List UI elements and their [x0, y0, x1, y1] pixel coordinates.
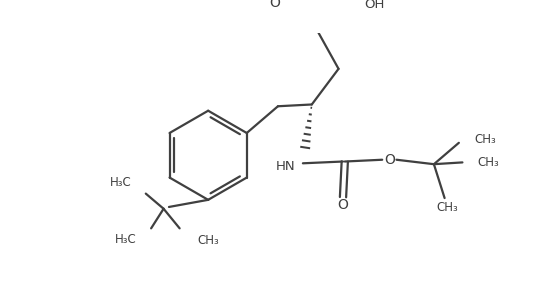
Text: CH₃: CH₃ — [477, 156, 499, 169]
Text: HN: HN — [276, 160, 296, 173]
Text: CH₃: CH₃ — [474, 133, 496, 146]
Text: CH₃: CH₃ — [436, 201, 458, 214]
Text: O: O — [384, 153, 395, 167]
Text: O: O — [338, 198, 349, 212]
Text: OH: OH — [365, 0, 385, 11]
Text: CH₃: CH₃ — [197, 234, 219, 247]
Text: H₃C: H₃C — [115, 232, 137, 246]
Text: O: O — [269, 0, 280, 10]
Text: H₃C: H₃C — [110, 176, 131, 189]
